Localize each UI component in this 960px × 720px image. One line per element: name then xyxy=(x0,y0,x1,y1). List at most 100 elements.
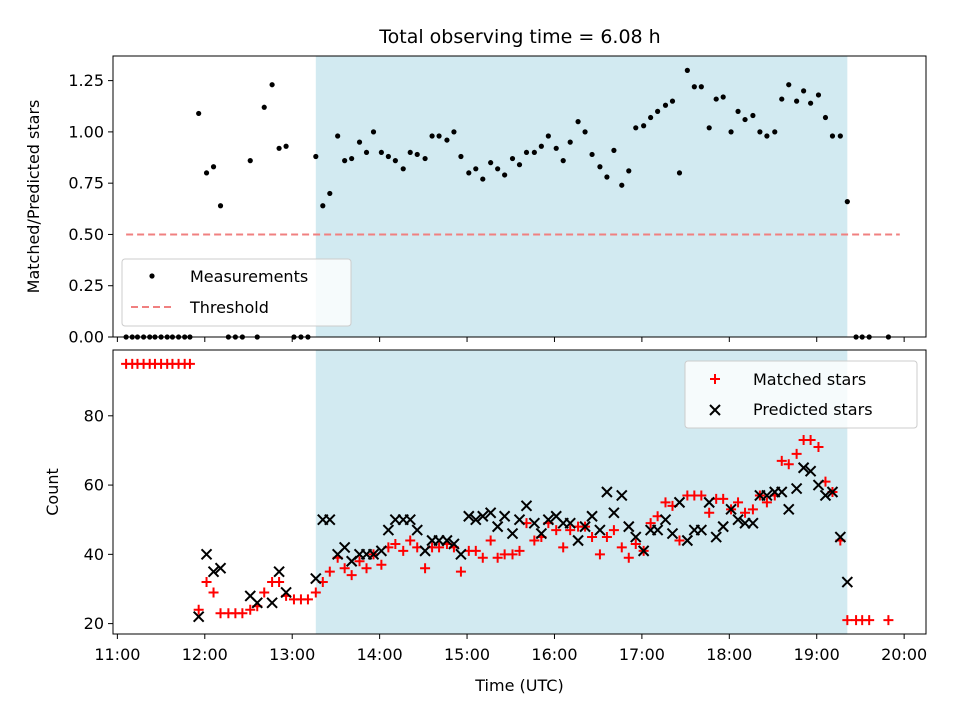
measurement-point xyxy=(538,143,544,149)
matched-star-point xyxy=(237,608,248,619)
legend-threshold-label: Threshold xyxy=(189,298,269,317)
measurement-point xyxy=(203,170,210,176)
predicted-star-point xyxy=(710,531,722,543)
measurement-point xyxy=(619,182,625,188)
y-tick-label: 40 xyxy=(84,545,104,564)
predicted-star-point xyxy=(491,520,504,533)
measurement-point xyxy=(407,149,413,156)
measurement-point xyxy=(553,145,559,151)
matched-star-point xyxy=(616,542,627,553)
matched-star-point xyxy=(529,535,540,546)
measurement-point xyxy=(648,114,654,121)
predicted-star-point xyxy=(448,538,460,550)
measurement-point xyxy=(829,133,836,139)
predicted-star-point xyxy=(441,534,453,547)
matched-star-point xyxy=(274,577,285,588)
matched-star-point xyxy=(740,507,751,518)
measurement-point xyxy=(641,123,647,129)
legend-matched-marker xyxy=(710,374,720,384)
matched-star-point xyxy=(696,490,707,501)
matched-star-point xyxy=(783,459,794,470)
predicted-star-point xyxy=(280,586,292,599)
predicted-star-point xyxy=(404,513,416,526)
predicted-stars-points xyxy=(192,462,854,623)
measurement-point xyxy=(575,119,581,125)
predicted-star-point xyxy=(419,545,431,557)
measurement-point xyxy=(335,133,341,139)
count-legend-box xyxy=(684,360,918,429)
matched-star-point xyxy=(492,552,503,563)
measurement-point xyxy=(385,153,391,160)
measurement-point xyxy=(342,158,348,164)
measurement-point xyxy=(247,158,253,164)
measurement-point xyxy=(794,98,800,104)
x-tick-label: 15:00 xyxy=(444,645,490,664)
ratio-plot-frame xyxy=(112,55,927,338)
legend-predicted-label: Predicted stars xyxy=(753,400,873,419)
predicted-star-point xyxy=(542,513,555,526)
predicted-star-point xyxy=(637,545,650,557)
measurement-point xyxy=(779,96,785,102)
ratio-legend: Measurements Threshold xyxy=(121,258,352,327)
matched-star-point xyxy=(184,358,195,369)
predicted-star-point xyxy=(725,503,737,516)
predicted-star-point xyxy=(367,548,380,561)
predicted-star-point xyxy=(819,489,832,502)
x-tick-label: 17:00 xyxy=(619,645,665,664)
measurement-point xyxy=(808,100,814,106)
x-tick-label: 18:00 xyxy=(706,645,752,664)
matched-star-point xyxy=(805,435,816,446)
matched-star-point xyxy=(434,542,445,553)
measurement-point xyxy=(313,153,319,160)
predicted-star-point xyxy=(477,510,489,522)
predicted-star-point xyxy=(506,527,519,540)
predicted-star-point xyxy=(673,496,686,509)
x-tick-label: 12:00 xyxy=(182,645,228,664)
measurement-point xyxy=(458,153,464,160)
matched-star-point xyxy=(310,587,321,598)
predicted-star-point xyxy=(192,610,205,623)
predicted-star-point xyxy=(804,465,817,477)
predicted-star-point xyxy=(455,548,467,561)
predicted-star-point xyxy=(717,520,729,533)
predicted-star-point xyxy=(681,534,694,547)
measurement-point xyxy=(698,84,704,90)
predicted-star-point xyxy=(695,524,708,536)
count-y-axis-label: Count xyxy=(43,468,62,516)
measurement-point xyxy=(691,84,697,90)
measurement-point xyxy=(488,160,494,166)
measurement-point xyxy=(669,98,676,104)
ratio-legend-box xyxy=(121,258,352,327)
predicted-star-point xyxy=(651,524,664,536)
predicted-star-point xyxy=(616,489,628,502)
measurement-point xyxy=(217,203,224,209)
measurement-point xyxy=(283,143,289,149)
measurement-point xyxy=(466,170,472,176)
matched-star-point xyxy=(813,441,824,452)
measurement-point xyxy=(844,199,850,205)
x-tick-label: 11:00 xyxy=(94,645,140,664)
measurement-points xyxy=(123,67,892,340)
predicted-star-point xyxy=(841,576,854,588)
y-tick-label: 1.25 xyxy=(68,71,104,90)
matched-star-point xyxy=(361,563,372,574)
y-tick-label: 1.00 xyxy=(68,122,104,141)
measurement-point xyxy=(655,108,661,114)
matched-star-point xyxy=(864,615,875,626)
ratio-plot: 0.00 0.25 0.50 0.75 1.00 1.25 Matched/Predict… xyxy=(24,55,927,347)
matched-star-point xyxy=(485,535,496,546)
predicted-star-point xyxy=(666,527,679,540)
measurement-point xyxy=(757,129,763,135)
y-tick-label: 0.25 xyxy=(68,276,104,295)
x-tick-label: 13:00 xyxy=(269,645,315,664)
measurement-point xyxy=(320,203,326,209)
y-tick-label: 0.00 xyxy=(68,328,104,347)
matched-star-point xyxy=(674,535,685,546)
measurement-point xyxy=(662,102,669,108)
matched-star-point xyxy=(601,532,612,543)
x-tick-label: 19:00 xyxy=(794,645,840,664)
measurement-point xyxy=(261,104,267,110)
predicted-star-point xyxy=(411,524,423,536)
predicted-star-point xyxy=(375,545,388,557)
